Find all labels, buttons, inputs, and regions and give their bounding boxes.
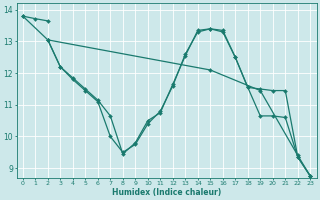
X-axis label: Humidex (Indice chaleur): Humidex (Indice chaleur) <box>112 188 221 197</box>
